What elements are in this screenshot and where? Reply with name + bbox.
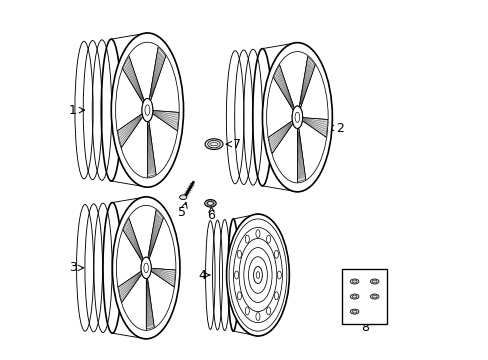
Polygon shape — [122, 57, 143, 102]
Polygon shape — [273, 66, 293, 110]
Ellipse shape — [112, 197, 180, 339]
Ellipse shape — [262, 42, 332, 192]
Ellipse shape — [255, 230, 260, 238]
Text: 5: 5 — [177, 206, 185, 219]
Polygon shape — [153, 111, 178, 131]
Ellipse shape — [237, 292, 241, 300]
Bar — [342, 269, 386, 324]
Text: 8: 8 — [360, 321, 368, 334]
Ellipse shape — [274, 292, 278, 300]
Ellipse shape — [291, 106, 302, 129]
Ellipse shape — [226, 214, 289, 336]
Text: 6: 6 — [207, 210, 215, 222]
Polygon shape — [151, 268, 175, 287]
Polygon shape — [118, 114, 142, 147]
Polygon shape — [147, 122, 156, 176]
Ellipse shape — [349, 309, 358, 314]
Text: 4: 4 — [198, 269, 206, 282]
Ellipse shape — [179, 195, 186, 199]
Ellipse shape — [245, 235, 249, 243]
Polygon shape — [118, 271, 141, 302]
Ellipse shape — [253, 266, 262, 284]
Polygon shape — [299, 57, 314, 107]
Ellipse shape — [349, 279, 358, 284]
Ellipse shape — [266, 307, 270, 315]
Text: 3: 3 — [69, 261, 77, 274]
Ellipse shape — [369, 279, 378, 284]
Ellipse shape — [142, 99, 153, 122]
Ellipse shape — [141, 257, 151, 279]
Text: 7: 7 — [232, 138, 240, 150]
Ellipse shape — [204, 199, 216, 207]
Ellipse shape — [255, 312, 260, 320]
Ellipse shape — [204, 139, 223, 149]
Ellipse shape — [349, 294, 358, 299]
Ellipse shape — [234, 271, 238, 279]
Ellipse shape — [291, 106, 302, 129]
Ellipse shape — [245, 307, 249, 315]
Ellipse shape — [266, 235, 270, 243]
Polygon shape — [149, 48, 165, 100]
Ellipse shape — [111, 33, 183, 187]
Ellipse shape — [277, 271, 281, 279]
Polygon shape — [268, 121, 292, 153]
Polygon shape — [123, 219, 142, 261]
Polygon shape — [302, 118, 327, 137]
Ellipse shape — [142, 99, 153, 122]
Ellipse shape — [237, 250, 241, 258]
Polygon shape — [148, 211, 163, 258]
Text: 1: 1 — [69, 104, 77, 117]
Ellipse shape — [274, 250, 278, 258]
Polygon shape — [146, 279, 154, 329]
Ellipse shape — [141, 257, 151, 279]
Text: 2: 2 — [335, 122, 343, 135]
Ellipse shape — [369, 294, 378, 299]
Polygon shape — [297, 129, 305, 181]
